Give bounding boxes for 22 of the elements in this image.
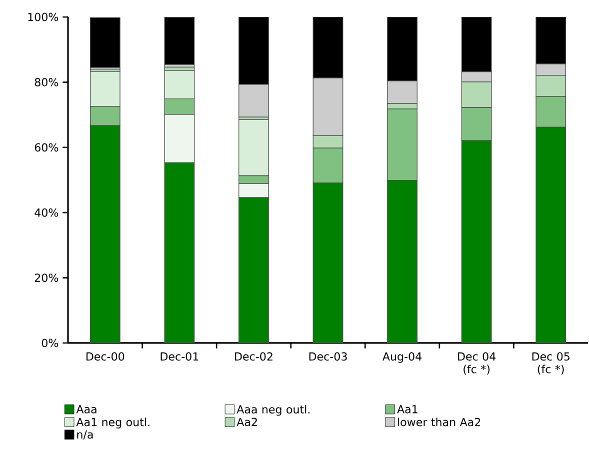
y-tick-label: 40% [34, 208, 58, 217]
y-tick-label: 100% [28, 12, 58, 22]
bar [164, 16, 195, 65]
legend-label: lower than Aa2 [398, 418, 480, 426]
legend-label: Aa1 neg outl. [76, 418, 150, 428]
y-tick-label: 20% [34, 274, 58, 282]
x-tick-label: Dec-00 [86, 352, 124, 361]
y-tick-label: 0% [42, 338, 58, 348]
x-tick-label: Dec 04 (fc *) [458, 352, 496, 375]
x-tick-label: Dec 05 (fc *) [532, 352, 570, 375]
legend-label: Aaa [76, 405, 96, 414]
x-tick-label: Dec-02 [235, 352, 272, 361]
y-tick-label: 60% [34, 143, 58, 152]
legend-label: n/a [77, 430, 93, 440]
legend-label: Aa2 [236, 418, 257, 426]
x-tick-label: Aug-04 [382, 352, 422, 363]
x-tick-label: Dec-03 [309, 352, 347, 361]
legend-label: Aa1 [397, 405, 418, 414]
y-tick-label: 80% [34, 78, 58, 86]
x-tick-label: Dec-01 [160, 352, 198, 361]
legend-label: Aaa neg outl. [236, 404, 310, 416]
bar [90, 17, 120, 68]
